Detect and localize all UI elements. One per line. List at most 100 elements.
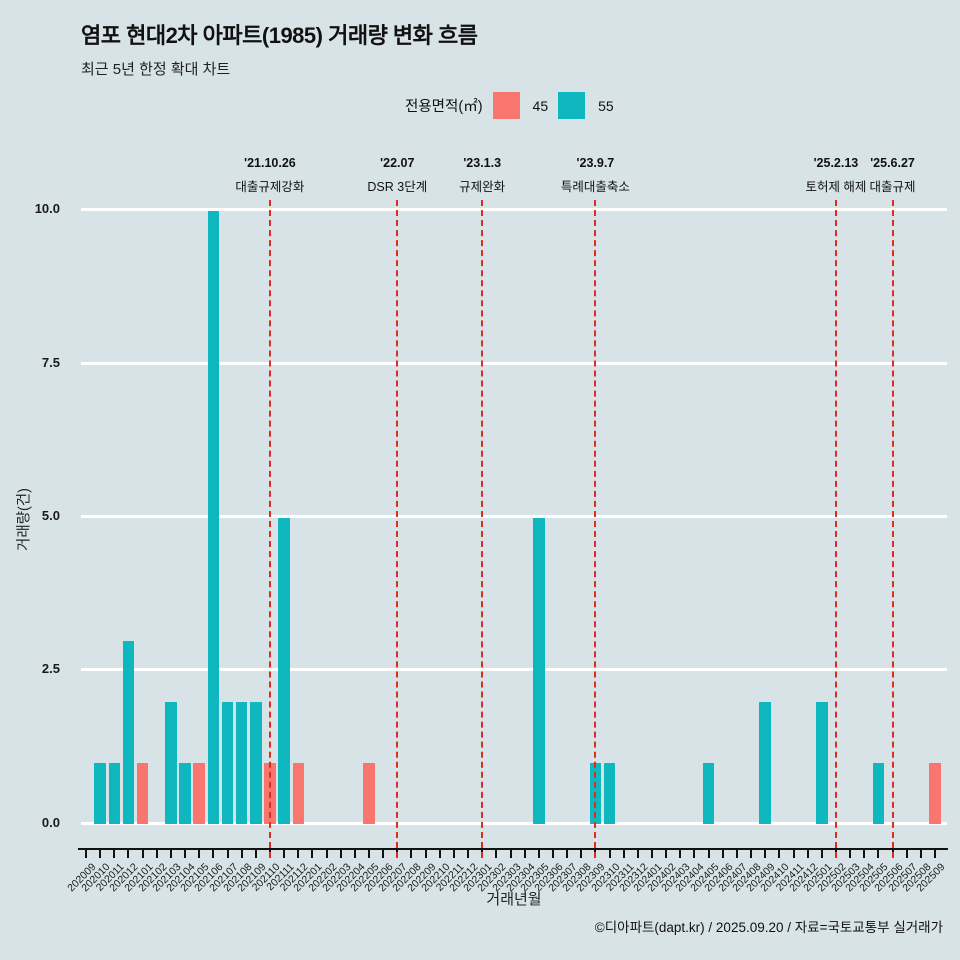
event-label-202506: 대출규제 bbox=[869, 180, 916, 194]
event-date-202502: '25.2.13 bbox=[813, 156, 859, 170]
legend: 전용면적(㎡) 45 55 bbox=[405, 92, 614, 119]
gridline-5.0 bbox=[81, 514, 947, 518]
x-tick-202410 bbox=[778, 850, 781, 858]
y-tick-label-0.0: 0.0 bbox=[41, 814, 60, 830]
x-tick-202204 bbox=[353, 850, 356, 858]
x-tick-202411 bbox=[792, 850, 795, 858]
event-annotation-202301: '23.1.3 규제완화 bbox=[459, 156, 505, 195]
bar-55-202107 bbox=[221, 701, 234, 825]
x-tick-202303 bbox=[509, 850, 512, 858]
x-tick-202211 bbox=[452, 850, 455, 858]
event-date-202110: '21.10.26 bbox=[244, 156, 296, 170]
event-label-202309: 특례대출축소 bbox=[560, 180, 630, 194]
x-tick-202306 bbox=[551, 850, 554, 858]
bar-55-202104 bbox=[179, 763, 191, 825]
source-caption: ©디아파트(dapt.kr) / 2025.09.20 / 자료=국토교통부 실… bbox=[594, 920, 943, 935]
x-axis-line bbox=[78, 848, 948, 850]
x-tick-202105 bbox=[198, 850, 201, 858]
bar-55-202011 bbox=[108, 763, 121, 825]
bar-55-202108 bbox=[235, 701, 248, 825]
bar-45-202205 bbox=[363, 763, 375, 825]
x-tick-202109 bbox=[254, 850, 257, 858]
event-line-202301 bbox=[481, 200, 484, 858]
event-label-202301: 규제완화 bbox=[459, 180, 506, 194]
x-tick-202111 bbox=[283, 850, 286, 858]
event-label-202502: 토허제 해제 bbox=[805, 180, 867, 194]
gridline-7.5 bbox=[81, 361, 947, 365]
x-tick-202205 bbox=[368, 850, 370, 858]
x-tick-202012 bbox=[127, 850, 130, 858]
x-tick-202507 bbox=[905, 850, 908, 858]
bar-55-202305 bbox=[533, 517, 545, 825]
x-tick-202208 bbox=[410, 850, 413, 858]
y-axis-title: 거래량(건) bbox=[16, 487, 33, 552]
x-tick-202104 bbox=[184, 850, 187, 858]
y-tick-label-10.0: 10.0 bbox=[34, 201, 60, 217]
event-annotation-202207: '22.07 DSR 3단계 bbox=[367, 156, 427, 195]
x-tick-202107 bbox=[226, 850, 229, 858]
legend-swatch-45 bbox=[492, 92, 520, 119]
x-tick-202206 bbox=[382, 850, 385, 858]
y-tick-label-2.5: 2.5 bbox=[41, 661, 60, 677]
bar-55-202103 bbox=[165, 701, 177, 825]
y-tick-label-5.0: 5.0 bbox=[41, 507, 60, 523]
gridline-2.5 bbox=[81, 668, 947, 672]
event-date-202309: '23.9.7 bbox=[576, 156, 615, 170]
page-subtitle: 최근 5년 한정 확대 차트 bbox=[81, 61, 231, 78]
x-tick-202203 bbox=[339, 850, 342, 858]
x-axis-title: 거래년월 bbox=[486, 891, 542, 908]
bar-45-202509 bbox=[929, 763, 941, 825]
event-date-202207: '22.07 bbox=[380, 156, 415, 170]
event-line-202309 bbox=[594, 200, 597, 858]
x-tick-202403 bbox=[679, 850, 682, 858]
event-label-202207: DSR 3단계 bbox=[367, 180, 428, 194]
x-tick-202407 bbox=[735, 850, 738, 858]
legend-title: 전용면적(㎡) bbox=[405, 99, 483, 115]
bar-55-202012 bbox=[122, 640, 135, 825]
x-tick-202312 bbox=[636, 850, 639, 858]
bar-55-202010 bbox=[94, 763, 106, 825]
event-line-202110 bbox=[268, 200, 271, 858]
x-tick-202412 bbox=[806, 850, 809, 858]
event-line-202506 bbox=[891, 200, 894, 858]
x-tick-202402 bbox=[665, 850, 668, 858]
x-tick-202106 bbox=[212, 850, 215, 858]
bar-45-202112 bbox=[292, 763, 304, 825]
x-tick-202212 bbox=[467, 850, 470, 858]
x-tick-202009 bbox=[85, 850, 87, 858]
x-tick-202302 bbox=[495, 850, 498, 858]
bar-55-202109 bbox=[250, 701, 262, 825]
event-date-202301: '23.1.3 bbox=[463, 156, 502, 170]
event-annotation-202110: '21.10.26 대출규제강화 bbox=[235, 156, 304, 195]
bar-45-202105 bbox=[193, 763, 205, 825]
x-tick-202504 bbox=[863, 850, 866, 858]
x-tick-202202 bbox=[325, 850, 328, 858]
bar-45-202101 bbox=[136, 763, 149, 825]
legend-label-45: 45 bbox=[532, 97, 549, 114]
page-title: 염포 현대2차 아파트(1985) 거래량 변화 흐름 bbox=[81, 23, 478, 48]
y-tick-label-7.5: 7.5 bbox=[41, 354, 60, 370]
event-annotation-202502: '25.2.13 토허제 해제 bbox=[805, 156, 866, 195]
bar-55-202501 bbox=[816, 701, 828, 825]
gridline-10.0 bbox=[81, 208, 947, 212]
bar-55-202405 bbox=[702, 763, 715, 825]
bar-55-202505 bbox=[872, 763, 885, 825]
x-tick-202011 bbox=[113, 850, 116, 858]
x-tick-202405 bbox=[707, 850, 710, 858]
x-tick-202503 bbox=[849, 850, 852, 858]
event-annotation-202309: '23.9.7 특례대출축소 bbox=[561, 156, 630, 195]
bar-55-202409 bbox=[759, 701, 771, 825]
event-line-202502 bbox=[834, 200, 837, 858]
gridline-0.0 bbox=[81, 821, 947, 825]
x-tick-202112 bbox=[297, 850, 300, 858]
x-tick-202311 bbox=[622, 850, 625, 858]
x-tick-202103 bbox=[169, 850, 172, 858]
event-label-202110: 대출규제강화 bbox=[235, 180, 305, 194]
x-tick-202505 bbox=[877, 850, 880, 858]
event-annotation-202506: '25.6.27 대출규제 bbox=[870, 156, 916, 195]
x-tick-202307 bbox=[566, 850, 569, 858]
x-tick-202401 bbox=[651, 850, 653, 858]
x-tick-202409 bbox=[764, 850, 767, 858]
